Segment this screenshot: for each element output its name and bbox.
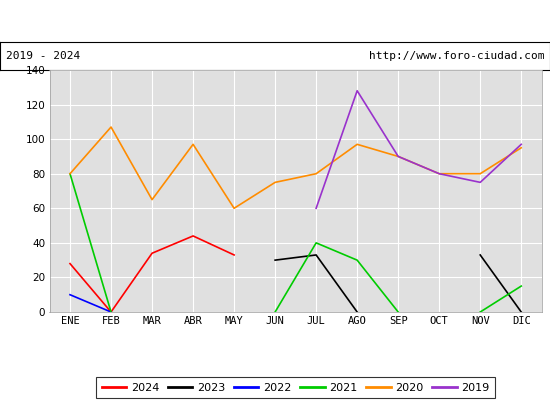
Text: http://www.foro-ciudad.com: http://www.foro-ciudad.com	[369, 51, 544, 61]
Text: 2019 - 2024: 2019 - 2024	[6, 51, 80, 61]
Legend: 2024, 2023, 2022, 2021, 2020, 2019: 2024, 2023, 2022, 2021, 2020, 2019	[96, 377, 495, 398]
Text: Evolucion Nº Turistas Extranjeros en el municipio de Rosselló: Evolucion Nº Turistas Extranjeros en el …	[31, 14, 519, 28]
